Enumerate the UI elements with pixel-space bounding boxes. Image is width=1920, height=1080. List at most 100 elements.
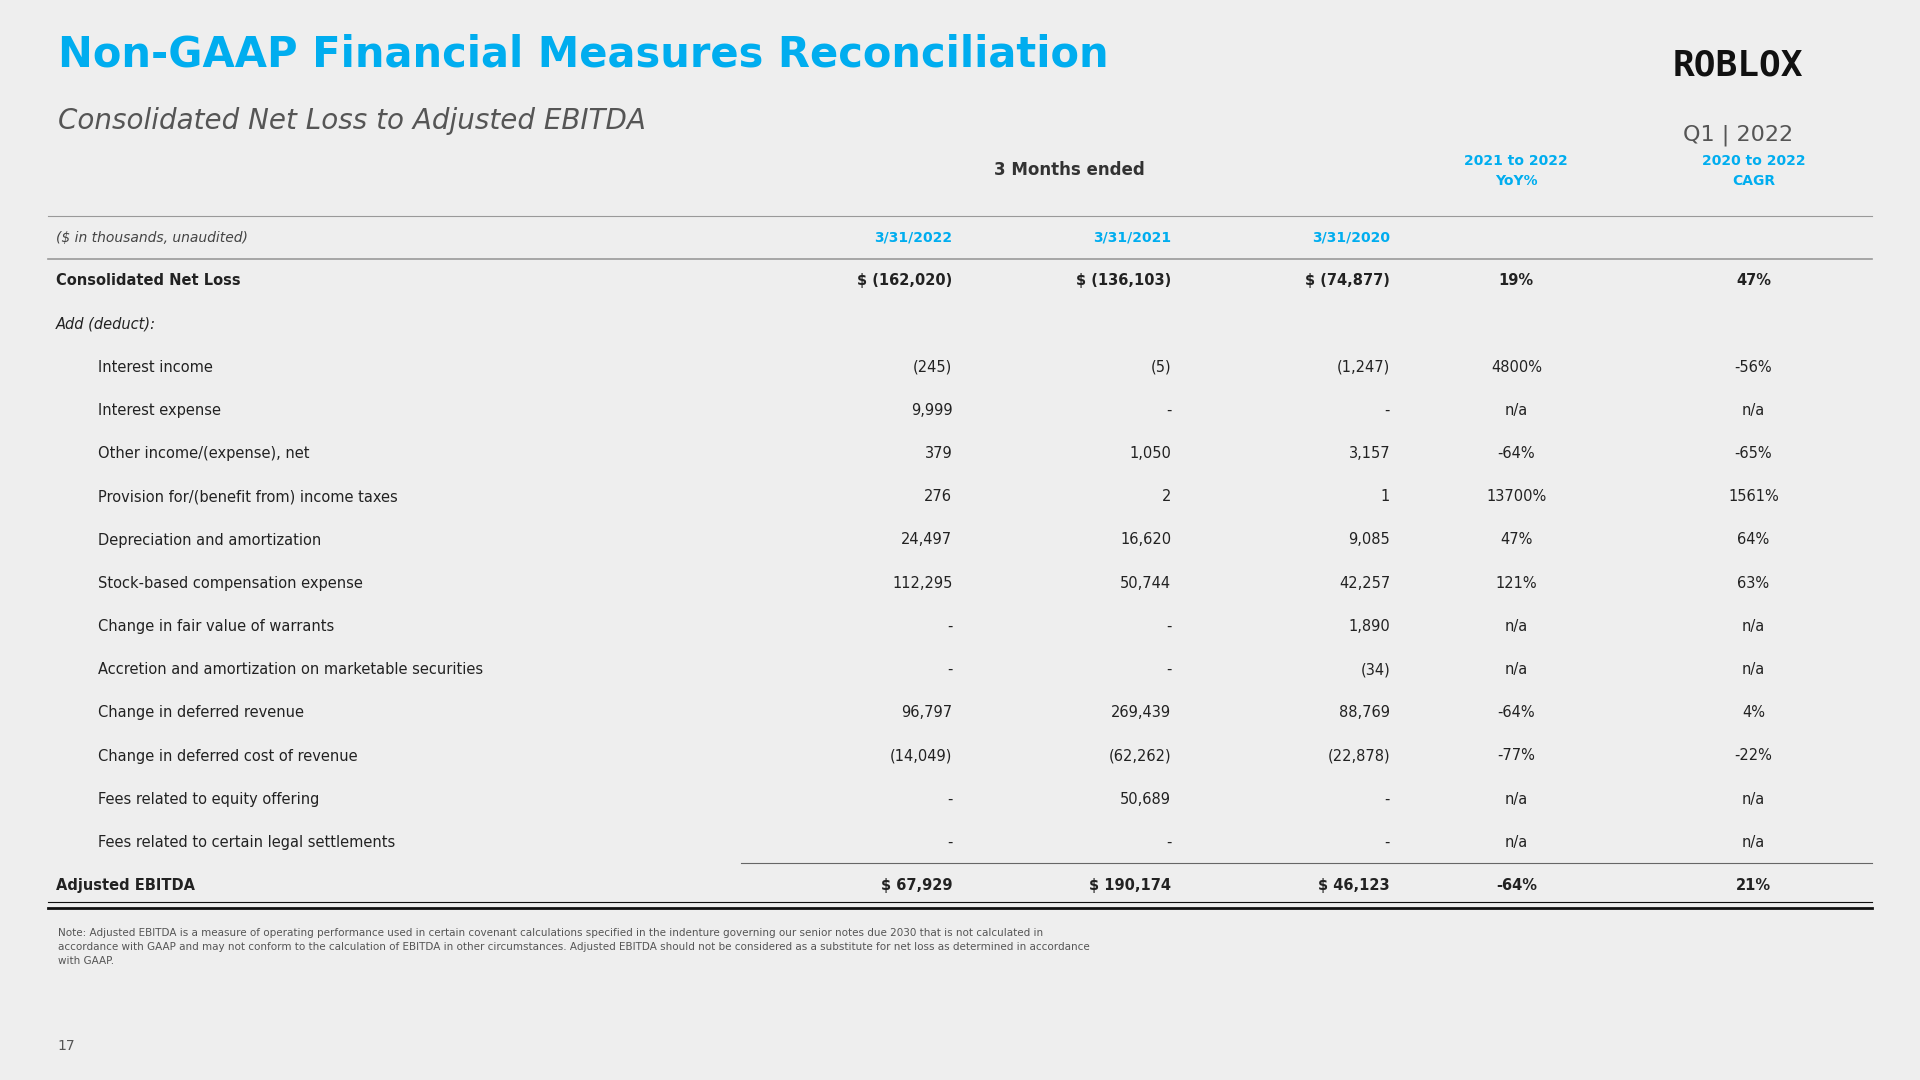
Text: Add (deduct):: Add (deduct): xyxy=(56,316,156,332)
Text: 1,050: 1,050 xyxy=(1129,446,1171,461)
Text: -: - xyxy=(1384,792,1390,807)
Text: 96,797: 96,797 xyxy=(900,705,952,720)
Text: Accretion and amortization on marketable securities: Accretion and amortization on marketable… xyxy=(98,662,484,677)
Text: 269,439: 269,439 xyxy=(1112,705,1171,720)
Text: -: - xyxy=(1165,662,1171,677)
Text: Interest expense: Interest expense xyxy=(98,403,221,418)
Text: 1,890: 1,890 xyxy=(1348,619,1390,634)
Text: (245): (245) xyxy=(914,360,952,375)
Text: $ 67,929: $ 67,929 xyxy=(881,878,952,893)
Text: 42,257: 42,257 xyxy=(1338,576,1390,591)
Text: Change in deferred revenue: Change in deferred revenue xyxy=(98,705,303,720)
Text: (62,262): (62,262) xyxy=(1108,748,1171,764)
Text: 2: 2 xyxy=(1162,489,1171,504)
Text: n/a: n/a xyxy=(1505,835,1528,850)
Text: Fees related to certain legal settlements: Fees related to certain legal settlement… xyxy=(98,835,396,850)
Text: Fees related to equity offering: Fees related to equity offering xyxy=(98,792,319,807)
Text: n/a: n/a xyxy=(1505,792,1528,807)
Text: (5): (5) xyxy=(1150,360,1171,375)
Text: 21%: 21% xyxy=(1736,878,1770,893)
Text: 1: 1 xyxy=(1380,489,1390,504)
Text: (34): (34) xyxy=(1361,662,1390,677)
Text: 17: 17 xyxy=(58,1039,75,1053)
Text: CAGR: CAGR xyxy=(1732,174,1774,188)
Text: (1,247): (1,247) xyxy=(1336,360,1390,375)
Text: n/a: n/a xyxy=(1741,835,1764,850)
Text: Other income/(expense), net: Other income/(expense), net xyxy=(98,446,309,461)
Text: -: - xyxy=(947,792,952,807)
Text: -: - xyxy=(947,835,952,850)
Text: n/a: n/a xyxy=(1505,403,1528,418)
Text: -: - xyxy=(1165,835,1171,850)
Text: 19%: 19% xyxy=(1500,273,1534,288)
Text: n/a: n/a xyxy=(1741,403,1764,418)
Text: n/a: n/a xyxy=(1741,662,1764,677)
Text: -65%: -65% xyxy=(1734,446,1772,461)
Text: Note: Adjusted EBITDA is a measure of operating performance used in certain cove: Note: Adjusted EBITDA is a measure of op… xyxy=(58,928,1089,966)
Text: Provision for/(benefit from) income taxes: Provision for/(benefit from) income taxe… xyxy=(98,489,397,504)
Text: Interest income: Interest income xyxy=(98,360,213,375)
Text: Change in fair value of warrants: Change in fair value of warrants xyxy=(98,619,334,634)
Text: -64%: -64% xyxy=(1498,705,1536,720)
Text: (14,049): (14,049) xyxy=(891,748,952,764)
Text: 121%: 121% xyxy=(1496,576,1538,591)
Text: 276: 276 xyxy=(924,489,952,504)
Text: 24,497: 24,497 xyxy=(900,532,952,548)
Text: -64%: -64% xyxy=(1496,878,1536,893)
Text: 3/31/2021: 3/31/2021 xyxy=(1092,231,1171,244)
Text: -: - xyxy=(1165,619,1171,634)
Text: 4%: 4% xyxy=(1741,705,1764,720)
Text: -64%: -64% xyxy=(1498,446,1536,461)
Text: 88,769: 88,769 xyxy=(1338,705,1390,720)
Text: Q1 | 2022: Q1 | 2022 xyxy=(1682,124,1793,146)
Text: 50,689: 50,689 xyxy=(1119,792,1171,807)
Text: ($ in thousands, unaudited): ($ in thousands, unaudited) xyxy=(56,231,248,244)
Text: n/a: n/a xyxy=(1741,792,1764,807)
Text: (22,878): (22,878) xyxy=(1327,748,1390,764)
Text: -: - xyxy=(1384,403,1390,418)
Text: 3,157: 3,157 xyxy=(1348,446,1390,461)
Text: 3/31/2022: 3/31/2022 xyxy=(874,231,952,244)
Text: Adjusted EBITDA: Adjusted EBITDA xyxy=(56,878,194,893)
Text: 13700%: 13700% xyxy=(1486,489,1546,504)
Text: Change in deferred cost of revenue: Change in deferred cost of revenue xyxy=(98,748,357,764)
Text: ROBLOX: ROBLOX xyxy=(1672,49,1803,82)
Text: Stock-based compensation expense: Stock-based compensation expense xyxy=(98,576,363,591)
Text: Non-GAAP Financial Measures Reconciliation: Non-GAAP Financial Measures Reconciliati… xyxy=(58,33,1108,76)
Text: -: - xyxy=(1165,403,1171,418)
Text: n/a: n/a xyxy=(1505,662,1528,677)
Text: 112,295: 112,295 xyxy=(893,576,952,591)
Text: $ 190,174: $ 190,174 xyxy=(1089,878,1171,893)
Text: 47%: 47% xyxy=(1500,532,1532,548)
Text: $ (74,877): $ (74,877) xyxy=(1306,273,1390,288)
Text: 2020 to 2022: 2020 to 2022 xyxy=(1701,154,1805,168)
Text: 1561%: 1561% xyxy=(1728,489,1778,504)
Text: -: - xyxy=(947,619,952,634)
Text: 3 Months ended: 3 Months ended xyxy=(995,161,1144,179)
Text: -22%: -22% xyxy=(1734,748,1772,764)
Text: -: - xyxy=(1384,835,1390,850)
Text: 16,620: 16,620 xyxy=(1119,532,1171,548)
Text: $ 46,123: $ 46,123 xyxy=(1319,878,1390,893)
Text: 9,085: 9,085 xyxy=(1348,532,1390,548)
Text: YoY%: YoY% xyxy=(1496,174,1538,188)
Text: 4800%: 4800% xyxy=(1490,360,1542,375)
Text: $ (136,103): $ (136,103) xyxy=(1075,273,1171,288)
Text: Consolidated Net Loss: Consolidated Net Loss xyxy=(56,273,240,288)
Text: 2021 to 2022: 2021 to 2022 xyxy=(1465,154,1569,168)
Text: 9,999: 9,999 xyxy=(910,403,952,418)
Text: -: - xyxy=(947,662,952,677)
Text: n/a: n/a xyxy=(1505,619,1528,634)
Text: n/a: n/a xyxy=(1741,619,1764,634)
Text: Depreciation and amortization: Depreciation and amortization xyxy=(98,532,321,548)
Text: $ (162,020): $ (162,020) xyxy=(856,273,952,288)
Text: 3/31/2020: 3/31/2020 xyxy=(1311,231,1390,244)
Text: -56%: -56% xyxy=(1734,360,1772,375)
Text: 64%: 64% xyxy=(1738,532,1770,548)
Text: 63%: 63% xyxy=(1738,576,1770,591)
Text: Consolidated Net Loss to Adjusted EBITDA: Consolidated Net Loss to Adjusted EBITDA xyxy=(58,107,645,135)
Text: -77%: -77% xyxy=(1498,748,1536,764)
Text: 47%: 47% xyxy=(1736,273,1770,288)
Text: 50,744: 50,744 xyxy=(1119,576,1171,591)
Text: 379: 379 xyxy=(925,446,952,461)
